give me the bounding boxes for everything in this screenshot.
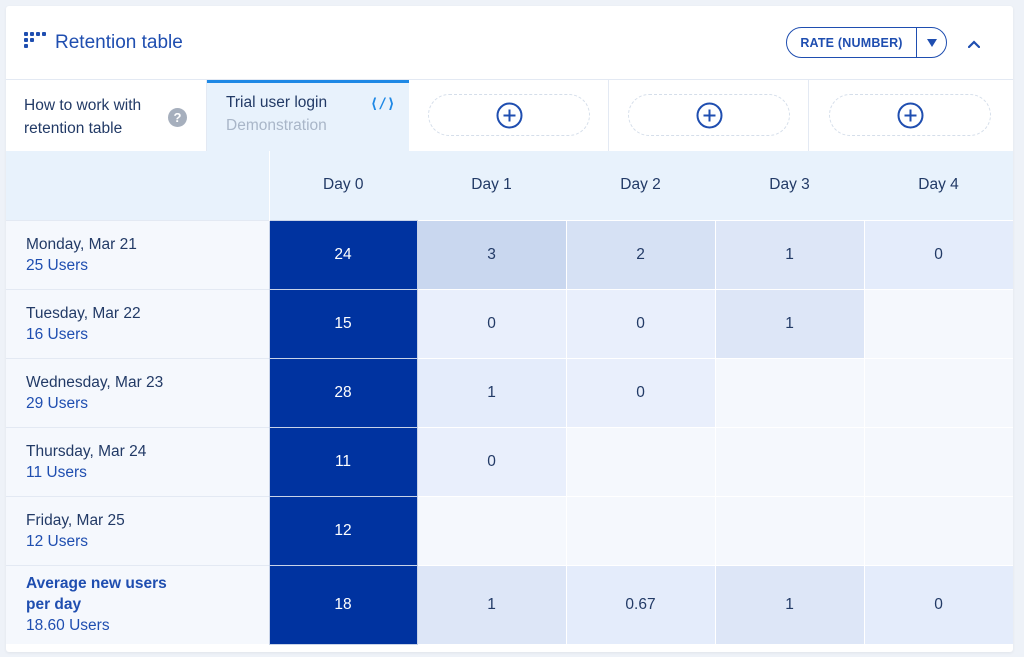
row-date: Monday, Mar 21 (26, 235, 137, 253)
add-event-slot (409, 80, 609, 151)
plus-circle-icon (897, 102, 924, 129)
average-cell[interactable]: 18 (268, 564, 418, 645)
row-users: 29 Users (26, 394, 89, 412)
column-header: Day 1 (417, 151, 566, 220)
tab-event-subtitle: Demonstration (226, 117, 327, 134)
row-label: Tuesday, Mar 22 16 Users (6, 288, 269, 358)
row-date: Tuesday, Mar 22 (26, 304, 141, 322)
table-row: Tuesday, Mar 22 16 Users 15 0 0 1 (6, 288, 1013, 359)
card-header: Retention table RATE (NUMBER) (6, 6, 1013, 80)
row-date: Friday, Mar 25 (26, 511, 125, 529)
row-users: 11 Users (26, 463, 87, 481)
card-title: Retention table (55, 32, 183, 53)
grid-header-row: Day 0 Day 1 Day 2 Day 3 Day 4 (6, 151, 1013, 220)
retention-cell (714, 357, 865, 428)
table-row: Wednesday, Mar 23 29 Users 28 1 0 (6, 357, 1013, 428)
retention-cell[interactable]: 1 (714, 288, 865, 359)
average-cell[interactable]: 0.67 (565, 564, 716, 645)
retention-cell[interactable]: 24 (268, 219, 418, 290)
retention-cell[interactable]: 0 (565, 288, 716, 359)
retention-cell[interactable]: 0 (416, 288, 567, 359)
rate-mode-label: RATE (NUMBER) (800, 35, 903, 50)
table-row: Thursday, Mar 24 11 Users 11 0 (6, 426, 1013, 497)
average-label-line1: Average new users (26, 575, 167, 593)
column-header: Day 4 (864, 151, 1013, 220)
average-label-line2: per day (26, 596, 82, 614)
column-header: Day 2 (566, 151, 715, 220)
row-date: Thursday, Mar 24 (26, 442, 147, 460)
add-event-slot (609, 80, 809, 151)
retention-table-card: Retention table RATE (NUMBER) How to wor… (6, 6, 1013, 652)
help-question-icon[interactable]: ? (168, 108, 187, 127)
retention-cell[interactable]: 11 (268, 426, 418, 497)
add-event-button[interactable] (428, 94, 590, 136)
add-event-button[interactable] (628, 94, 790, 136)
grid-corner (6, 151, 270, 220)
retention-cell[interactable]: 1 (416, 357, 567, 428)
retention-cell (565, 495, 716, 566)
retention-cell[interactable]: 1 (714, 219, 865, 290)
tab-trial-user-login[interactable]: Trial user login Demonstration ⟨/⟩ (207, 80, 409, 151)
retention-cell[interactable]: 15 (268, 288, 418, 359)
retention-grid: Day 0 Day 1 Day 2 Day 3 Day 4 Monday, Ma… (6, 151, 1013, 645)
grid-dots-icon (24, 32, 46, 54)
plus-circle-icon (696, 102, 723, 129)
row-label: Monday, Mar 21 25 Users (6, 219, 269, 289)
rate-divider (916, 27, 917, 58)
collapse-chevron-icon[interactable] (962, 34, 986, 54)
average-cell[interactable]: 1 (714, 564, 865, 645)
retention-cell (565, 426, 716, 497)
table-row: Friday, Mar 25 12 Users 12 (6, 495, 1013, 566)
retention-cell[interactable]: 0 (863, 219, 1013, 290)
row-users: 16 Users (26, 325, 89, 343)
retention-cell[interactable]: 2 (565, 219, 716, 290)
tab-how-to-label: How to work with retention table (24, 97, 142, 137)
event-tabs: How to work with retention table ? Trial… (6, 80, 1013, 151)
retention-cell[interactable]: 3 (416, 219, 567, 290)
row-date: Wednesday, Mar 23 (26, 373, 164, 391)
average-cell[interactable]: 1 (416, 564, 567, 645)
rate-mode-select[interactable]: RATE (NUMBER) (786, 27, 947, 58)
average-row: Average new users per day 18.60 Users 18… (6, 564, 1013, 645)
row-users: 25 Users (26, 256, 89, 274)
row-label: Thursday, Mar 24 11 Users (6, 426, 269, 496)
retention-cell[interactable]: 0 (416, 426, 567, 497)
retention-cell (863, 495, 1013, 566)
retention-cell (863, 288, 1013, 359)
average-row-label: Average new users per day 18.60 Users (6, 564, 269, 644)
row-users: 12 Users (26, 532, 89, 550)
retention-cell[interactable]: 28 (268, 357, 418, 428)
tab-how-to[interactable]: How to work with retention table ? (6, 80, 207, 151)
retention-cell (863, 426, 1013, 497)
retention-cell[interactable]: 12 (268, 495, 418, 566)
retention-cell[interactable]: 0 (565, 357, 716, 428)
column-header: Day 3 (715, 151, 864, 220)
retention-cell (416, 495, 567, 566)
add-event-slot (810, 80, 1013, 151)
average-users: 18.60 Users (26, 617, 110, 635)
retention-cell (714, 495, 865, 566)
code-icon[interactable]: ⟨/⟩ (370, 96, 396, 112)
retention-cell (714, 426, 865, 497)
row-label: Wednesday, Mar 23 29 Users (6, 357, 269, 427)
add-event-button[interactable] (829, 94, 991, 136)
table-row: Monday, Mar 21 25 Users 24 3 2 1 0 (6, 219, 1013, 290)
retention-cell (863, 357, 1013, 428)
row-label: Friday, Mar 25 12 Users (6, 495, 269, 565)
column-header: Day 0 (269, 151, 417, 220)
average-cell[interactable]: 0 (863, 564, 1013, 645)
tab-event-name: Trial user login (226, 94, 328, 111)
plus-circle-icon (496, 102, 523, 129)
caret-down-icon[interactable] (917, 38, 946, 48)
